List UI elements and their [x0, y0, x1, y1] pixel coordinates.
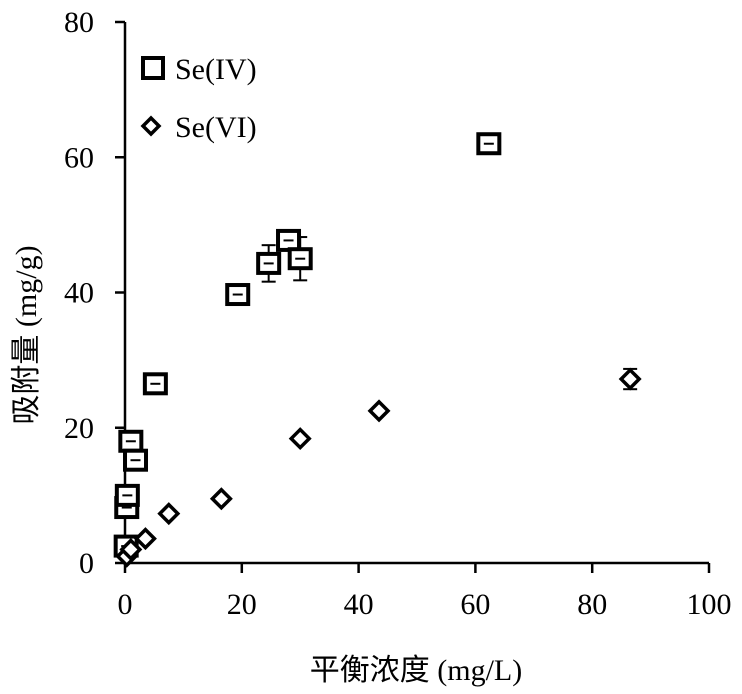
y-tick-label: 80: [64, 6, 94, 39]
data-point-diamond: [209, 487, 233, 511]
data-point-diamond: [367, 399, 391, 423]
legend-entry: Se(VI): [140, 111, 257, 144]
data-point-square: [123, 448, 149, 472]
legend-entry: Se(IV): [141, 53, 257, 86]
legend-marker-diamond: [140, 115, 162, 137]
data-point-square: [142, 372, 168, 396]
x-tick-label: 40: [344, 588, 374, 621]
y-tick-label: 40: [64, 277, 94, 310]
data-point-square: [276, 228, 302, 252]
y-tick-label: 0: [79, 547, 94, 580]
x-tick-label: 80: [577, 588, 607, 621]
axes: [123, 22, 709, 565]
y-tick-label: 20: [64, 412, 94, 445]
data-point-square: [287, 247, 313, 271]
x-axis-ticks: 0 20 40 60 80 100: [118, 563, 732, 621]
legend: Se(IV) Se(VI): [140, 53, 257, 144]
data-point-square: [225, 283, 251, 307]
error-bars: [261, 231, 638, 391]
data-point-diamond: [288, 427, 312, 451]
data-point-square: [476, 132, 502, 156]
data-point-diamond: [119, 538, 143, 561]
data-point-diamond: [618, 367, 642, 391]
x-tick-label: 60: [460, 588, 490, 621]
data-point-diamond: [133, 527, 157, 551]
data-points: [113, 132, 642, 568]
legend-label: Se(VI): [175, 111, 257, 144]
data-point-square: [256, 251, 282, 275]
legend-label: Se(IV): [175, 53, 257, 86]
y-tick-label: 60: [64, 141, 94, 174]
x-tick-label: 100: [687, 588, 732, 621]
data-point-square: [118, 429, 144, 453]
data-point-square: [114, 483, 140, 507]
legend-marker-square: [141, 56, 165, 80]
x-tick-label: 0: [118, 588, 133, 621]
x-tick-label: 20: [227, 588, 257, 621]
y-axis-ticks: 0 20 40 60 80: [64, 6, 125, 580]
y-axis-title: 吸附量 (mg/g): [10, 245, 43, 424]
data-point-diamond: [157, 502, 181, 526]
x-axis-title: 平衡浓度 (mg/L): [310, 654, 522, 687]
